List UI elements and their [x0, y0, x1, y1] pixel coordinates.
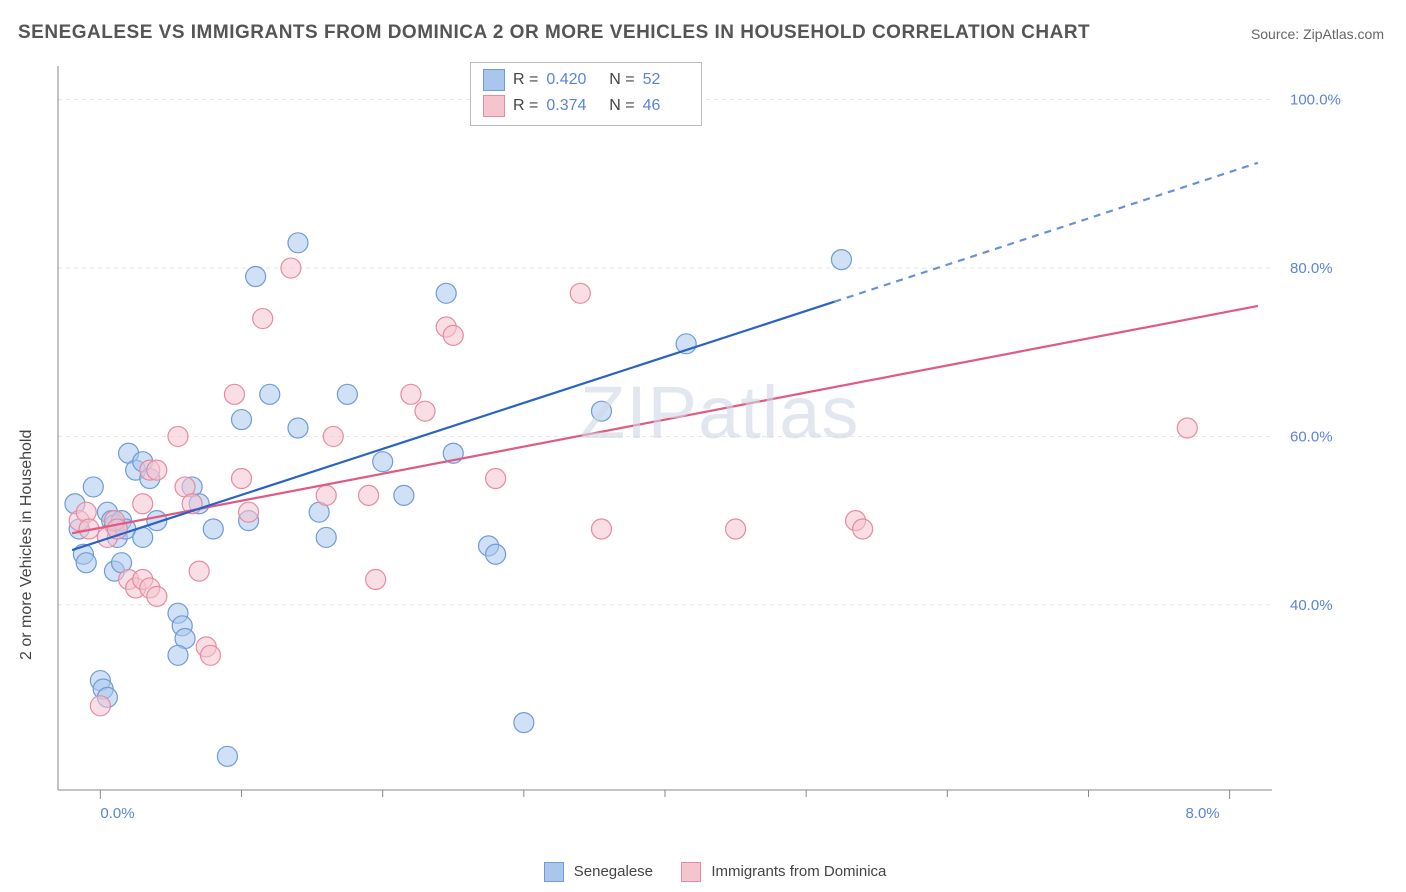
scatter-point: [288, 418, 308, 438]
scatter-point: [217, 746, 237, 766]
scatter-point: [394, 485, 414, 505]
stat-r-value: 0.420: [546, 67, 592, 93]
y-axis-label: 2 or more Vehicles in Household: [18, 430, 36, 660]
stat-label: N =: [600, 67, 634, 93]
legend-label: Immigrants from Dominica: [711, 863, 886, 880]
scatter-point: [486, 469, 506, 489]
stat-n-value: 52: [643, 67, 689, 93]
stat-n-value: 46: [643, 93, 689, 119]
scatter-point: [76, 553, 96, 573]
scatter-point: [316, 485, 336, 505]
scatter-point: [366, 570, 386, 590]
scatter-point: [570, 283, 590, 303]
scatter-point: [168, 645, 188, 665]
scatter-point: [203, 519, 223, 539]
scatter-point: [373, 452, 393, 472]
scatter-point: [232, 410, 252, 430]
correlation-scatter-plot: 40.0% 60.0% 80.0% 100.0% 0.0% 8.0%: [52, 60, 1352, 830]
scatter-point: [189, 561, 209, 581]
stats-row: R = 0.420 N = 52: [483, 67, 689, 93]
stats-row: R = 0.374 N = 46: [483, 93, 689, 119]
scatter-point: [401, 384, 421, 404]
legend-label: Senegalese: [574, 863, 653, 880]
trend-line-extension: [834, 163, 1257, 302]
scatter-point: [168, 426, 188, 446]
x-tick-label: 8.0%: [1185, 805, 1219, 822]
scatter-point: [316, 527, 336, 547]
scatter-point: [246, 266, 266, 286]
scatter-point: [436, 283, 456, 303]
scatter-point: [415, 401, 435, 421]
scatter-point: [224, 384, 244, 404]
y-tick-label: 40.0%: [1290, 597, 1333, 614]
scatter-point: [239, 502, 259, 522]
stat-r-value: 0.374: [546, 93, 592, 119]
scatter-point: [591, 519, 611, 539]
chart-title: SENEGALESE VS IMMIGRANTS FROM DOMINICA 2…: [18, 22, 1090, 44]
scatter-point: [1177, 418, 1197, 438]
correlation-stats-box: R = 0.420 N = 52 R = 0.374 N = 46: [470, 62, 702, 126]
stat-label: R =: [513, 93, 538, 119]
scatter-point: [260, 384, 280, 404]
scatter-point: [147, 460, 167, 480]
scatter-point: [83, 477, 103, 497]
scatter-point: [323, 426, 343, 446]
y-tick-label: 60.0%: [1290, 428, 1333, 445]
source-attribution: Source: ZipAtlas.com: [1251, 26, 1384, 42]
legend-swatch-icon: [681, 862, 701, 882]
series-swatch-icon: [483, 69, 505, 91]
y-tick-label: 100.0%: [1290, 92, 1341, 109]
scatter-point: [486, 544, 506, 564]
scatter-point: [831, 250, 851, 270]
legend-swatch-icon: [544, 862, 564, 882]
scatter-point: [253, 309, 273, 329]
scatter-point: [281, 258, 301, 278]
scatter-point: [443, 325, 463, 345]
scatter-point: [288, 233, 308, 253]
scatter-point: [133, 494, 153, 514]
x-tick-label: 0.0%: [100, 805, 134, 822]
scatter-point: [726, 519, 746, 539]
stat-label: N =: [600, 93, 634, 119]
scatter-point: [200, 645, 220, 665]
scatter-point: [232, 469, 252, 489]
scatter-point: [359, 485, 379, 505]
scatter-point: [337, 384, 357, 404]
stat-label: R =: [513, 67, 538, 93]
y-tick-label: 80.0%: [1290, 260, 1333, 277]
scatter-point: [591, 401, 611, 421]
scatter-point: [514, 713, 534, 733]
series-swatch-icon: [483, 95, 505, 117]
scatter-point: [853, 519, 873, 539]
scatter-point: [90, 696, 110, 716]
scatter-point: [147, 586, 167, 606]
legend-bottom: Senegalese Immigrants from Dominica: [0, 862, 1406, 882]
